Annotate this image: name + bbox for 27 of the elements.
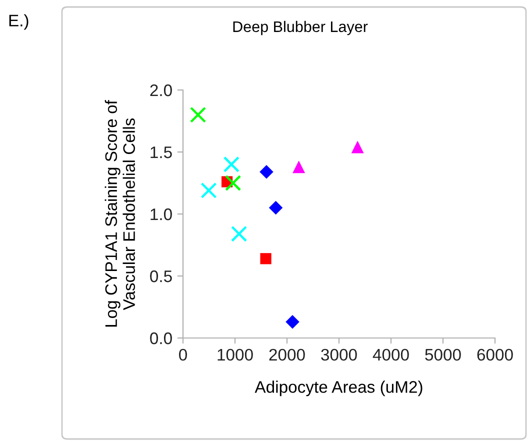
point [268, 200, 283, 215]
x-tick-label: 2000 [269, 348, 305, 361]
y-tick-label: 0.0 [150, 332, 172, 344]
point [223, 156, 240, 172]
x-tick-label: 1000 [218, 348, 253, 361]
x-tick-label: 3000 [321, 348, 357, 361]
point [200, 182, 217, 198]
x-axis-title: Adipocyte Areas (uM2) [254, 380, 422, 396]
y-tick-label: 0.5 [150, 270, 172, 282]
chart-title: Deep Blubber Layer [233, 20, 368, 36]
point [260, 253, 272, 264]
x-tick-label: 0 [179, 348, 187, 361]
point [260, 164, 274, 179]
y-tick-label: 2.0 [150, 84, 172, 96]
y-tick-label: 1.0 [150, 208, 172, 220]
y-axis-title: Log CYP1A1 Staining Score of Vascular Endothelial Cells [104, 100, 136, 327]
text: E.) [9, 14, 28, 30]
x-tick-label: 6000 [477, 348, 513, 361]
point [351, 140, 364, 154]
point [231, 226, 248, 242]
x-tick-label: 5000 [425, 348, 461, 361]
point [286, 315, 300, 329]
x-tick-label: 4000 [372, 348, 409, 361]
point [190, 106, 206, 123]
y-tick-label: 1.5 [150, 146, 172, 158]
point [225, 174, 242, 192]
point [292, 160, 306, 174]
